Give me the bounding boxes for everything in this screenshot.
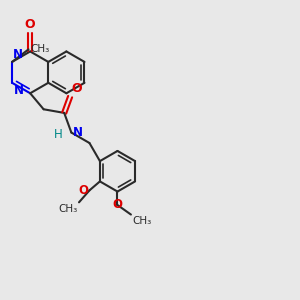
Text: N: N [73, 126, 82, 139]
Text: N: N [13, 48, 23, 61]
Text: CH₃: CH₃ [58, 203, 78, 214]
Text: O: O [112, 199, 122, 212]
Text: H: H [54, 128, 63, 140]
Text: O: O [79, 184, 89, 197]
Text: O: O [72, 82, 82, 95]
Text: N: N [14, 84, 24, 97]
Text: O: O [25, 19, 35, 32]
Text: CH₃: CH₃ [132, 216, 152, 226]
Text: CH₃: CH₃ [30, 44, 49, 54]
